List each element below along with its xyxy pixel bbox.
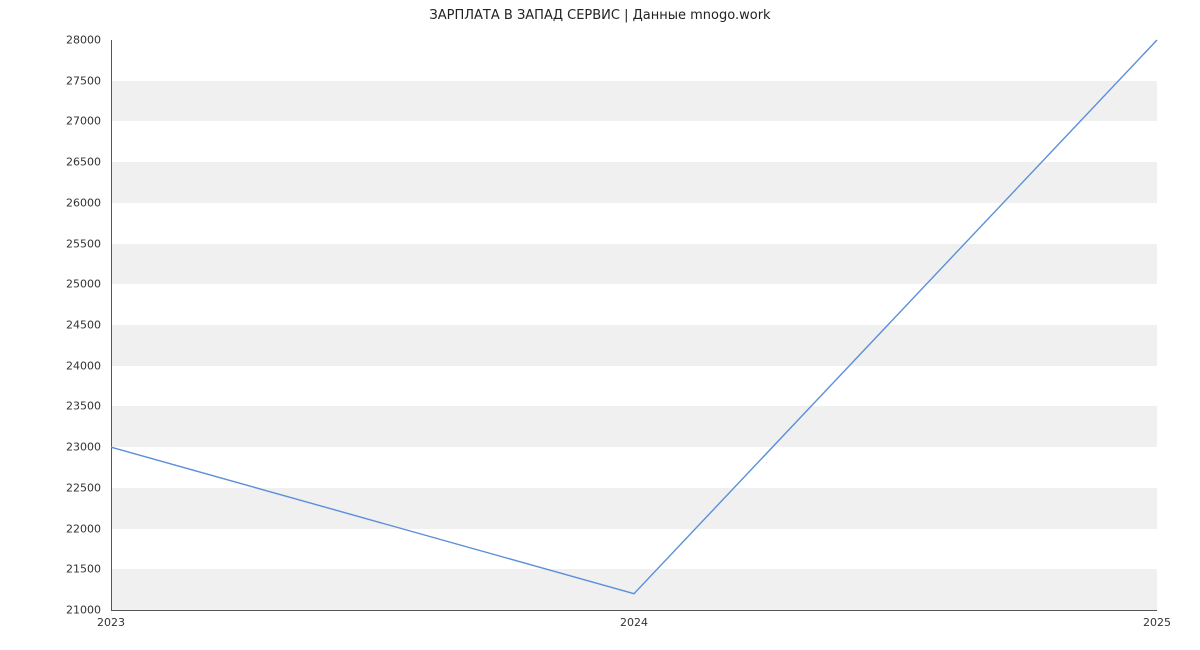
y-tick-label: 23000 bbox=[41, 441, 101, 454]
series-layer bbox=[111, 40, 1157, 610]
x-tick-label: 2023 bbox=[97, 616, 125, 629]
y-tick-label: 22000 bbox=[41, 522, 101, 535]
x-tick-label: 2024 bbox=[620, 616, 648, 629]
series-line-salary bbox=[111, 40, 1157, 594]
y-tick-label: 27000 bbox=[41, 115, 101, 128]
y-tick-label: 24500 bbox=[41, 319, 101, 332]
y-tick-label: 25000 bbox=[41, 278, 101, 291]
y-tick-label: 25500 bbox=[41, 237, 101, 250]
y-tick-label: 24000 bbox=[41, 359, 101, 372]
y-tick-label: 22500 bbox=[41, 481, 101, 494]
salary-line-chart: ЗАРПЛАТА В ЗАПАД СЕРВИС | Данные mnogo.w… bbox=[0, 0, 1200, 650]
y-tick-label: 23500 bbox=[41, 400, 101, 413]
chart-title: ЗАРПЛАТА В ЗАПАД СЕРВИС | Данные mnogo.w… bbox=[0, 8, 1200, 23]
y-tick-label: 21500 bbox=[41, 563, 101, 576]
y-tick-label: 21000 bbox=[41, 604, 101, 617]
plot-area: 2100021500220002250023000235002400024500… bbox=[111, 40, 1157, 610]
x-tick-label: 2025 bbox=[1143, 616, 1171, 629]
y-tick-label: 27500 bbox=[41, 74, 101, 87]
y-tick-label: 26000 bbox=[41, 196, 101, 209]
x-axis-spine bbox=[111, 610, 1157, 611]
y-tick-label: 28000 bbox=[41, 34, 101, 47]
y-tick-label: 26500 bbox=[41, 156, 101, 169]
